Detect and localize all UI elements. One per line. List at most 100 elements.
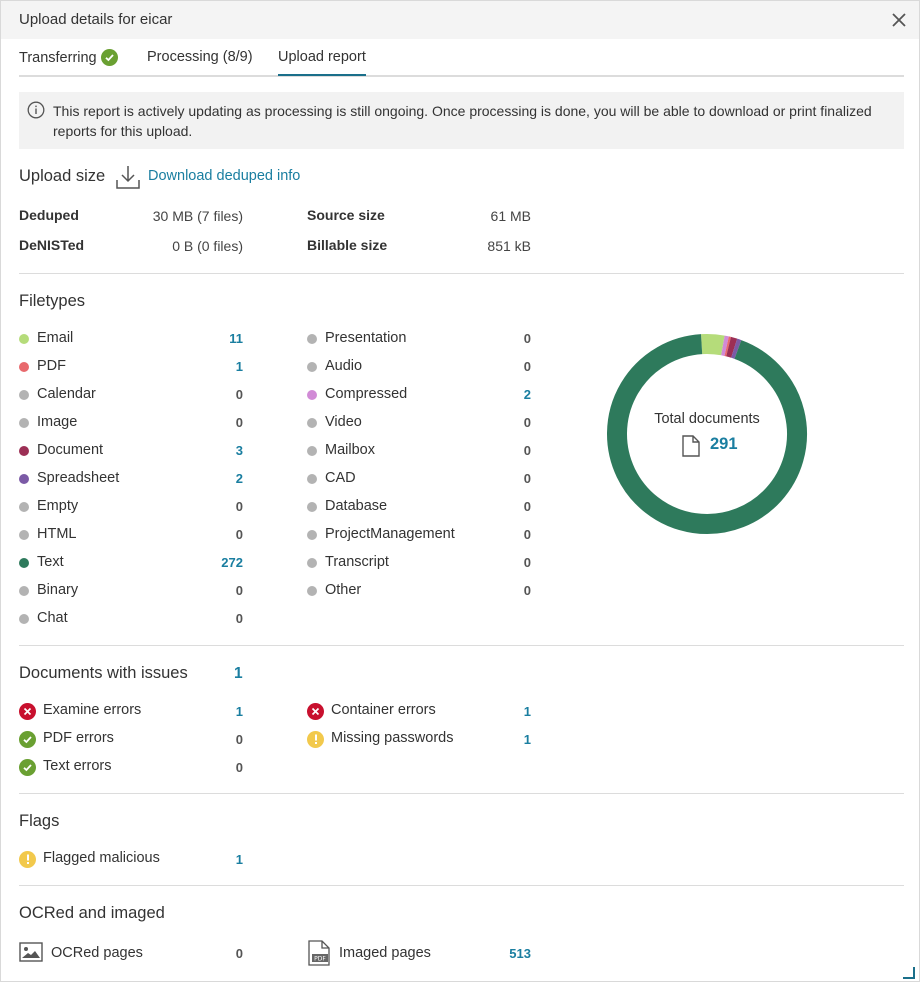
donut-slice-spreadsheet[interactable] <box>731 338 742 359</box>
filetype-row: Transcript 0 <box>307 553 531 573</box>
issue-row: Examine errors 1 <box>19 702 243 722</box>
filetype-count[interactable]: 272 <box>221 555 243 570</box>
resize-handle[interactable] <box>903 967 915 979</box>
issues-total-count[interactable]: 1 <box>234 665 243 682</box>
filetype-count: 0 <box>235 499 243 514</box>
filetype-label: Chat <box>37 610 68 626</box>
filetypes-title: Filetypes <box>19 292 86 310</box>
denisted-label: DeNISTed <box>19 237 85 253</box>
donut-slice-email[interactable] <box>701 334 725 356</box>
filetype-dot-icon <box>307 586 317 596</box>
issue-count[interactable]: 1 <box>523 732 531 747</box>
check-circle-icon <box>19 759 36 776</box>
filetype-count[interactable]: 11 <box>229 331 243 346</box>
filetype-dot-icon <box>19 614 29 624</box>
deduped-label: Deduped <box>19 207 79 223</box>
filetype-label: Email <box>37 330 74 346</box>
filetype-dot-icon <box>19 362 29 372</box>
filetype-row: Empty 0 <box>19 497 243 517</box>
filetype-count: 0 <box>523 415 531 430</box>
check-circle-icon <box>19 731 36 748</box>
filetype-row: Text 272 <box>19 553 243 573</box>
filetype-row: Spreadsheet 2 <box>19 469 243 489</box>
filetype-dot-icon <box>307 558 317 568</box>
filetype-label: Video <box>325 414 362 430</box>
imaged-pages-count[interactable]: 513 <box>509 946 531 961</box>
error-circle-icon <box>19 703 36 720</box>
filetype-label: Text <box>37 554 64 570</box>
filetype-row: Mailbox 0 <box>307 441 531 461</box>
filetype-count: 0 <box>523 499 531 514</box>
donut-slice-compressed[interactable] <box>721 335 729 356</box>
filetype-dot-icon <box>19 530 29 540</box>
filetype-count: 0 <box>523 471 531 486</box>
filetype-row: Image 0 <box>19 413 243 433</box>
donut-slice-text[interactable] <box>607 334 807 534</box>
issue-label: PDF errors <box>43 730 114 746</box>
filetype-count: 0 <box>235 415 243 430</box>
filetype-row: Email 11 <box>19 329 243 349</box>
source-size-label: Source size <box>307 207 385 223</box>
filetype-label: Presentation <box>325 330 407 346</box>
filetype-dot-icon <box>19 558 29 568</box>
donut-slice-document[interactable] <box>726 336 738 358</box>
info-banner: This report is actively updating as proc… <box>19 92 904 149</box>
filetype-row: Chat 0 <box>19 609 243 629</box>
issue-row: Flagged malicious 1 <box>19 850 243 870</box>
filetype-label: CAD <box>325 470 356 486</box>
filetype-row: Binary 0 <box>19 581 243 601</box>
download-icon[interactable] <box>115 164 141 190</box>
filetype-label: Calendar <box>37 386 96 402</box>
filetype-count[interactable]: 2 <box>523 387 531 402</box>
document-icon <box>682 435 700 457</box>
filetype-label: Transcript <box>325 554 389 570</box>
tab-upload-report[interactable]: Upload report <box>278 49 366 76</box>
filetype-label: Mailbox <box>325 442 375 458</box>
total-documents-count[interactable]: 291 <box>710 435 738 453</box>
tab-processing[interactable]: Processing (8/9) <box>147 49 253 65</box>
tab-bar: Transferring Processing (8/9) Upload rep… <box>19 39 904 77</box>
filetype-count[interactable]: 2 <box>235 471 243 486</box>
issues-title: Documents with issues <box>19 664 188 682</box>
filetype-dot-icon <box>307 502 317 512</box>
filetype-label: Other <box>325 582 362 598</box>
filetype-row: Audio 0 <box>307 357 531 377</box>
filetype-count: 0 <box>235 527 243 542</box>
warning-circle-icon <box>19 851 36 868</box>
download-deduped-link[interactable]: Download deduped info <box>148 168 301 184</box>
divider <box>19 273 904 274</box>
filetype-count[interactable]: 3 <box>235 443 243 458</box>
filetype-row: PDF 1 <box>19 357 243 377</box>
issue-label: Missing passwords <box>331 730 454 746</box>
info-text: This report is actively updating as proc… <box>53 103 872 139</box>
filetype-count[interactable]: 1 <box>235 359 243 374</box>
filetype-label: HTML <box>37 526 77 542</box>
filetype-label: ProjectManagement <box>325 526 455 542</box>
issue-count[interactable]: 1 <box>523 704 531 719</box>
filetype-dot-icon <box>307 530 317 540</box>
upload-size-title: Upload size <box>19 167 106 185</box>
flags-title: Flags <box>19 812 60 830</box>
denisted-value: 0 B (0 files) <box>172 238 243 254</box>
filetype-count: 0 <box>523 555 531 570</box>
filetype-label: Binary <box>37 582 79 598</box>
filetype-label: PDF <box>37 358 66 374</box>
issue-count[interactable]: 1 <box>235 704 243 719</box>
source-size-value: 61 MB <box>490 208 531 224</box>
filetype-count: 0 <box>523 583 531 598</box>
close-icon[interactable] <box>889 10 909 30</box>
filetype-row: Other 0 <box>307 581 531 601</box>
filetype-row: Document 3 <box>19 441 243 461</box>
filetype-dot-icon <box>307 334 317 344</box>
filetype-label: Document <box>37 442 104 458</box>
issue-count[interactable]: 1 <box>235 852 243 867</box>
issue-row: Missing passwords 1 <box>307 730 531 750</box>
filetype-label: Compressed <box>325 386 408 402</box>
tab-transferring[interactable]: Transferring <box>19 49 118 66</box>
filetype-label: Empty <box>37 498 79 514</box>
filetype-row: Presentation 0 <box>307 329 531 349</box>
divider <box>19 645 904 646</box>
filetype-count: 0 <box>235 611 243 626</box>
ocred-pages-label: OCRed pages <box>51 945 143 961</box>
